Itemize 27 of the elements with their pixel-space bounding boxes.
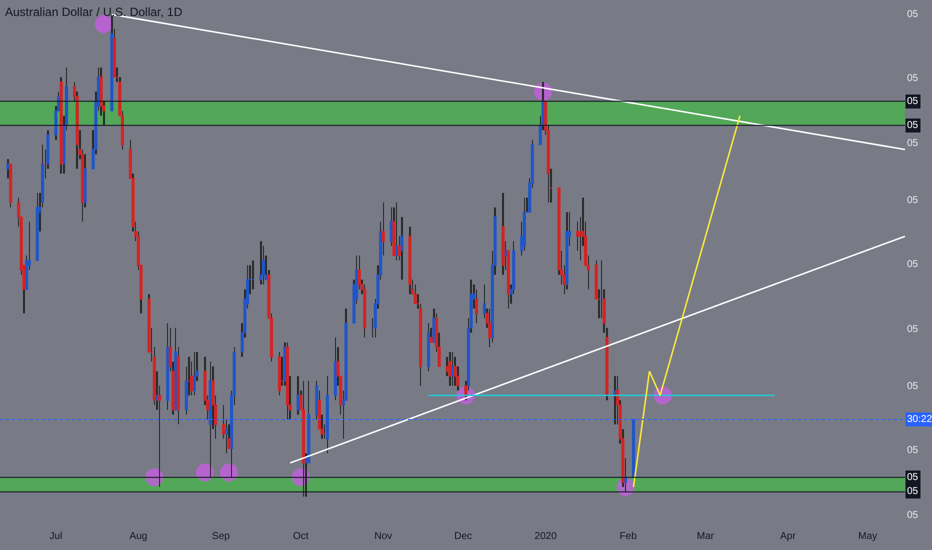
text: 05 [907,9,919,20]
x-tick-label: Sep [212,531,230,542]
text: 05 [907,472,919,483]
text: 05 [907,259,919,270]
x-tick-label: Mar [696,531,715,542]
text: 05 [907,324,919,335]
text: 05 [907,138,919,149]
x-tick-label: 2020 [534,531,558,542]
chart-title: Australian Dollar / U.S. Dollar, 1D [5,5,183,19]
x-tick-label: Dec [454,531,472,542]
x-tick-label: Nov [374,531,392,542]
text: 05 [907,195,919,206]
text: 05 [907,445,919,456]
x-tick-label: Aug [130,531,148,542]
text: 05 [907,120,919,131]
text: 05 [907,486,919,497]
text: 05 [907,381,919,392]
text: 30:22 [907,414,932,425]
text: 05 [907,96,919,107]
x-tick-label: Feb [620,531,638,542]
text: 05 [907,510,919,521]
point [94,15,113,34]
text: 05 [907,73,919,84]
x-tick-label: Oct [293,531,309,542]
x-tick-label: Apr [780,531,796,542]
x-tick-label: Jul [50,531,62,542]
x-tick-label: May [858,531,878,542]
